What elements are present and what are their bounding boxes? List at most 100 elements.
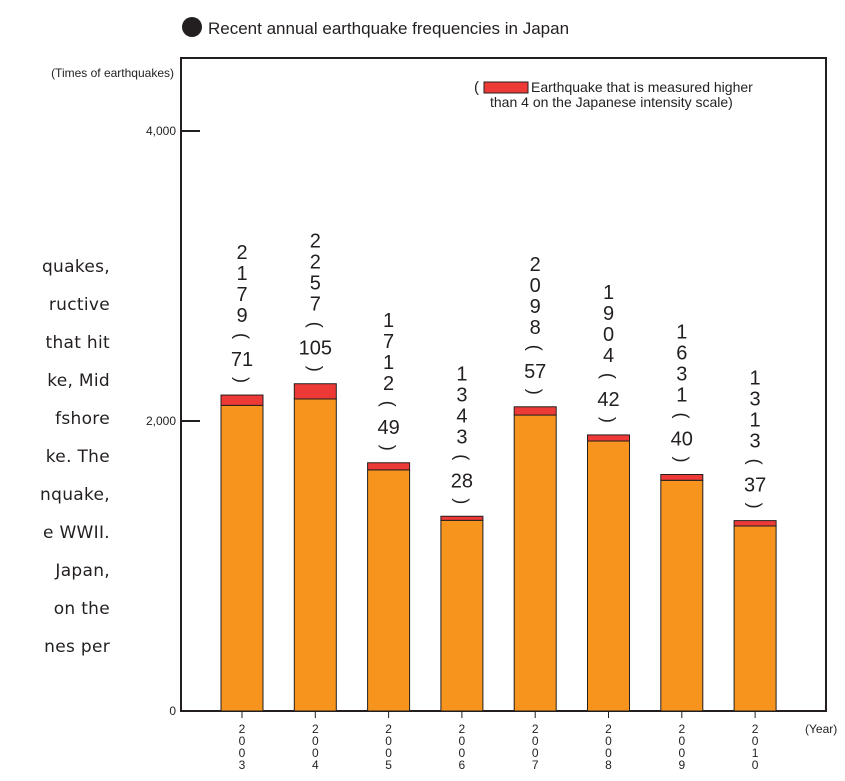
bar-value-label: 8 xyxy=(530,317,541,339)
bar-strong xyxy=(220,394,264,406)
bar-value-label: 0 xyxy=(603,324,614,346)
x-tick-label: 7 xyxy=(532,758,539,772)
x-axis-label: (Year) xyxy=(805,722,837,736)
bar-value-label: 3 xyxy=(676,364,687,386)
bar-base xyxy=(293,398,337,712)
x-tick-label: 0 xyxy=(752,734,759,748)
side-text-line: Japan, xyxy=(55,561,110,581)
y-tick-label: 0 xyxy=(169,704,176,718)
side-text-line: fshore xyxy=(55,409,110,429)
bar-value-label: 9 xyxy=(530,296,541,318)
bar-value-label: 9 xyxy=(603,303,614,325)
x-tick-label: 4 xyxy=(312,758,319,772)
side-text-line: on the xyxy=(53,599,110,619)
x-tick-label: 0 xyxy=(605,734,612,748)
bar-strong xyxy=(660,474,704,481)
x-tick-label: 0 xyxy=(532,734,539,748)
bar-value-label: 3 xyxy=(456,426,467,448)
bar-base xyxy=(660,479,704,712)
x-tick-label: 2 xyxy=(605,722,612,736)
bar-base xyxy=(367,469,411,712)
bar-value-label: 1 xyxy=(676,322,687,344)
x-tick-label: 0 xyxy=(459,734,466,748)
y-axis-label: (Times of earthquakes) xyxy=(51,66,174,80)
y-tick-label: 2,000 xyxy=(146,414,176,428)
bar-value-label: ( xyxy=(599,373,619,379)
side-text-line: that hit xyxy=(45,333,110,353)
bar-value-label: 2 xyxy=(236,242,247,264)
bar-value-label: 6 xyxy=(676,343,687,365)
bar-base xyxy=(733,525,777,712)
x-tick-label: 2 xyxy=(752,722,759,736)
x-tick-label: 0 xyxy=(239,746,246,760)
bar-value-label: 5 xyxy=(310,273,321,295)
bar-value-label: ) xyxy=(379,445,399,451)
bar-value-label: 71 xyxy=(231,349,253,371)
bar-value-label: 2 xyxy=(310,252,321,274)
bar-value-label: 2 xyxy=(310,231,321,253)
x-tick-label: 0 xyxy=(752,758,759,772)
bar-value-label: ) xyxy=(525,389,545,395)
x-tick-label: 5 xyxy=(385,758,392,772)
bar-strong xyxy=(440,515,484,521)
bar-value-label: ) xyxy=(232,377,252,383)
bar-value-label: 3 xyxy=(750,389,761,411)
bar-base xyxy=(513,414,557,712)
bar-value-label: 0 xyxy=(530,275,541,297)
y-tick-label: 4,000 xyxy=(146,124,176,138)
bar-value-label: 3 xyxy=(750,431,761,453)
x-tick-label: 0 xyxy=(678,746,685,760)
bar-value-label: 40 xyxy=(671,429,693,451)
bar-strong xyxy=(293,383,337,400)
bar-value-label: 1 xyxy=(676,385,687,407)
legend: ( Earthquake that is measured higher tha… xyxy=(474,79,753,110)
legend-swatch xyxy=(483,81,529,94)
x-tick-label: 9 xyxy=(678,758,685,772)
bar-value-label: 1 xyxy=(456,363,467,385)
side-text-line: ke, Mid xyxy=(47,371,110,391)
bar-value-label: 1 xyxy=(383,310,394,332)
x-tick-label: 2 xyxy=(459,722,466,736)
bar-base xyxy=(440,519,484,712)
bar-value-label: ( xyxy=(672,413,692,419)
legend-open-paren: ( xyxy=(474,79,479,96)
bar-value-label: 28 xyxy=(451,470,473,492)
bar-value-label: 1 xyxy=(603,282,614,304)
legend-line-1: Earthquake that is measured higher xyxy=(531,79,753,95)
bar-value-label: ( xyxy=(745,459,765,465)
plot-frame xyxy=(180,57,827,712)
x-tick-label: 0 xyxy=(312,746,319,760)
bar-value-label: ) xyxy=(452,498,472,504)
bar-value-label: ) xyxy=(599,417,619,423)
bar-value-label: ( xyxy=(232,333,252,339)
bar-value-label: 3 xyxy=(456,384,467,406)
bar-strong xyxy=(587,434,630,442)
bar-value-label: 1 xyxy=(750,368,761,390)
bar-value-label: ( xyxy=(305,322,325,328)
bar-value-label: 105 xyxy=(299,338,332,360)
side-text-line: nquake, xyxy=(40,485,110,505)
side-text-line: nes per xyxy=(44,637,110,657)
bar-strong xyxy=(513,406,557,416)
x-tick-label: 2 xyxy=(312,722,319,736)
chart-title: Recent annual earthquake frequencies in … xyxy=(208,19,569,38)
bar-value-label: 1 xyxy=(236,263,247,285)
bar-value-label: 7 xyxy=(310,294,321,316)
bar-value-label: ) xyxy=(305,366,325,372)
bar-value-label: 4 xyxy=(603,345,614,367)
side-text-line: e WWII. xyxy=(42,523,110,543)
x-tick-label: 2 xyxy=(385,722,392,736)
bar-value-label: 4 xyxy=(456,405,467,427)
bar-value-label: 49 xyxy=(377,417,399,439)
x-tick-label: 1 xyxy=(752,746,759,760)
x-tick-label: 0 xyxy=(312,734,319,748)
bar-value-label: 2 xyxy=(383,373,394,395)
x-tick-label: 0 xyxy=(605,746,612,760)
bar-value-label: ) xyxy=(745,503,765,509)
bar-base xyxy=(220,404,264,712)
legend-line-2: than 4 on the Japanese intensity scale) xyxy=(490,94,733,110)
bar-value-label: ( xyxy=(525,345,545,351)
title-bullet-icon xyxy=(182,17,202,37)
bar-strong xyxy=(367,462,411,471)
